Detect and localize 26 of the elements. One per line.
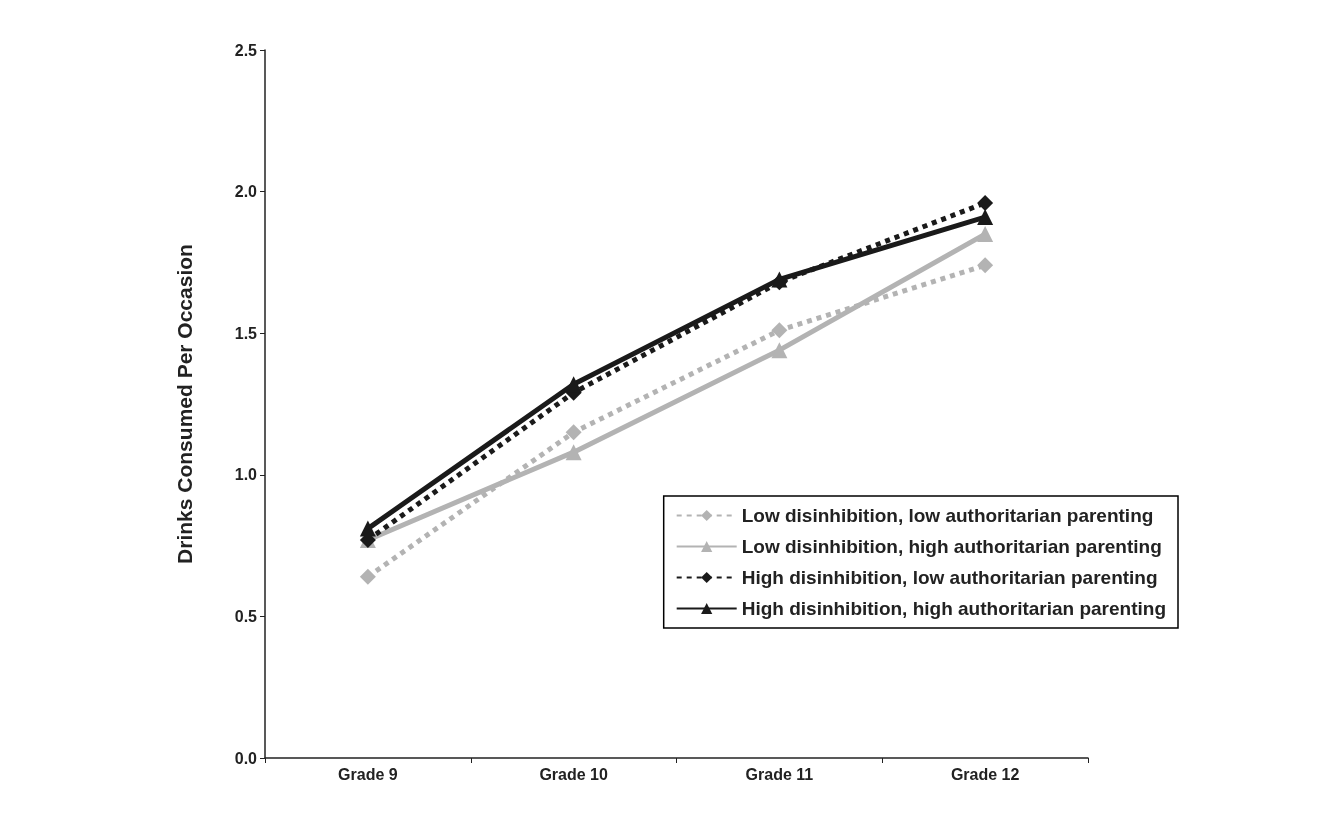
point: [565, 444, 582, 461]
x-tick-label: Grade 9: [338, 765, 398, 783]
y-tick-label: 0.5: [234, 607, 258, 625]
point: [977, 257, 994, 274]
y-tick-label: 2.0: [234, 183, 258, 201]
y-axis-title: Drinks Consumed Per Occasion: [173, 244, 196, 564]
x-tick-label: Grade 12: [950, 765, 1020, 783]
point: [977, 209, 994, 226]
point: [359, 568, 376, 585]
point: [359, 520, 376, 537]
legend-label: Low disinhibition, high authoritarian parenting: [741, 536, 1162, 557]
point: [977, 226, 994, 243]
point: [771, 322, 788, 339]
y-tick-label: 1.5: [234, 324, 258, 342]
x-tick-label: Grade 11: [745, 765, 814, 783]
legend-label: High disinhibition, low authoritarian parenting: [741, 567, 1158, 588]
legend-label: Low disinhibition, low authoritarian parenting: [741, 505, 1154, 526]
y-tick-label: 2.5: [234, 41, 258, 59]
x-tick-label: Grade 10: [539, 765, 608, 783]
point: [565, 376, 582, 393]
y-tick-label: 0.0: [234, 749, 258, 767]
y-tick-label: 1.0: [234, 466, 258, 484]
point: [771, 342, 788, 359]
point: [977, 194, 994, 211]
point: [565, 424, 582, 441]
legend-label: High disinhibition, high authoritarian parenting: [741, 598, 1166, 619]
